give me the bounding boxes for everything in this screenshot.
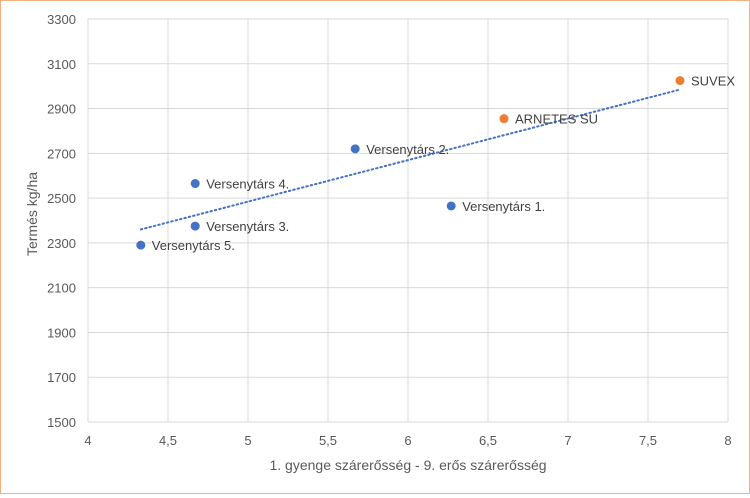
x-tick-label: 4 [84,433,91,448]
y-tick-label: 3300 [47,12,76,27]
data-point [675,76,685,86]
y-tick-label: 2700 [47,146,76,161]
y-tick-label: 2900 [47,102,76,117]
data-label: Versenytárs 2. [366,142,449,157]
x-tick-label: 7,5 [639,433,657,448]
x-tick-labels: 4 4,5 5 5,5 6 6,5 7 7,5 8 [84,433,731,448]
y-tick-label: 1900 [47,325,76,340]
data-label: Versenytárs 3. [206,219,289,234]
grid-lines [87,18,729,423]
data-point [350,144,360,154]
data-label: ARNETES SU [515,112,598,127]
x-axis-label: 1. gyenge szárerősség - 9. erős szárerős… [269,457,546,473]
x-tick-label: 6 [404,433,411,448]
x-tick-label: 4,5 [159,433,177,448]
data-label: SUVEX [691,74,735,89]
data-labels: SUVEX ARNETES SU Versenytárs 2. Versenytárs… [152,74,736,254]
x-tick-label: 6,5 [479,433,497,448]
data-points [136,76,685,250]
data-point [136,240,146,250]
data-point [446,201,456,211]
y-tick-label: 1700 [47,370,76,385]
x-tick-label: 8 [724,433,731,448]
data-label: Versenytárs 5. [152,238,235,253]
y-tick-label: 3100 [47,57,76,72]
y-tick-label: 2300 [47,236,76,251]
x-tick-label: 5,5 [319,433,337,448]
y-tick-label: 2100 [47,281,76,296]
y-tick-label: 1500 [47,415,76,430]
y-axis-label: Termés kg/ha [24,172,40,256]
data-label: Versenytárs 4. [206,177,289,192]
x-tick-label: 5 [244,433,251,448]
data-point [190,221,200,231]
y-tick-labels: 1500 1700 1900 2100 2300 2500 2700 2900 3100 3300 [47,12,76,430]
data-label: Versenytárs 1. [462,199,545,214]
data-point [190,179,200,189]
x-tick-label: 7 [564,433,571,448]
trendline [139,88,681,231]
data-point [499,114,509,124]
y-tick-label: 2500 [47,191,76,206]
